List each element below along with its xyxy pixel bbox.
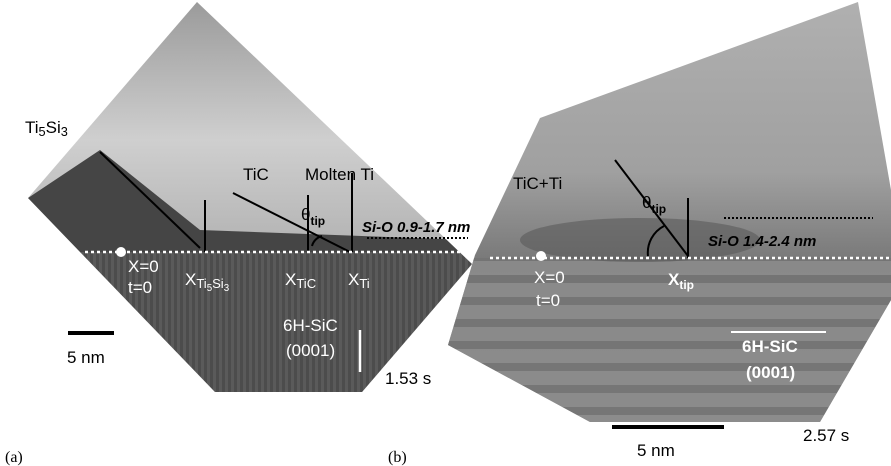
time-label: 2.57 s bbox=[803, 426, 849, 445]
position-label: XTiC bbox=[285, 270, 316, 291]
position-sub: TiC bbox=[296, 276, 316, 291]
text-part: 5 bbox=[39, 124, 46, 139]
position-sub: Ti bbox=[359, 276, 369, 291]
phase-label: Ti5Si3 bbox=[25, 118, 68, 139]
position-main: X bbox=[668, 270, 680, 289]
plane-label: (0001) bbox=[746, 363, 795, 382]
phase-label: TiC bbox=[243, 165, 269, 184]
panel-label: (a) bbox=[5, 449, 23, 466]
text-part: 5 bbox=[207, 283, 213, 294]
origin-dot bbox=[116, 247, 126, 257]
interface-lines bbox=[85, 250, 891, 372]
text-part: Ti bbox=[25, 118, 39, 137]
angle-label: θtip bbox=[642, 193, 666, 216]
text-part: 3 bbox=[61, 124, 68, 139]
origin-t: t=0 bbox=[536, 291, 560, 310]
text-part: Si bbox=[212, 276, 224, 291]
oxide-label: Si-O 0.9-1.7 nm bbox=[362, 219, 470, 236]
panel-label: (b) bbox=[388, 449, 407, 466]
position-main: X bbox=[285, 270, 296, 289]
position-label: XTi5Si3 bbox=[185, 270, 229, 294]
angle-symbol: θ bbox=[642, 193, 651, 212]
text-part: Si bbox=[46, 118, 61, 137]
time-label: 1.53 s bbox=[385, 369, 431, 388]
origin-x: X=0 bbox=[128, 257, 159, 276]
angle-symbol: θ bbox=[301, 205, 310, 224]
substrate-label: 6H-SiC bbox=[283, 316, 338, 335]
text-part: 3 bbox=[224, 283, 229, 294]
origin-x: X=0 bbox=[534, 268, 565, 287]
panel-a-image bbox=[28, 2, 472, 392]
scale-label: 5 nm bbox=[67, 348, 105, 367]
oxide-label: Si-O 1.4-2.4 nm bbox=[708, 233, 816, 250]
angle-label: θtip bbox=[301, 205, 325, 228]
text-part: Ti bbox=[196, 276, 206, 291]
phase-label: TiC+Ti bbox=[513, 174, 562, 193]
scale-label: 5 nm bbox=[637, 441, 675, 460]
position-sub: Ti5Si3 bbox=[196, 276, 229, 294]
angle-sub: tip bbox=[651, 202, 666, 216]
position-main: X bbox=[348, 270, 359, 289]
plane-label: (0001) bbox=[286, 341, 335, 360]
phase-label: Molten Ti bbox=[305, 165, 374, 184]
position-sub: tip bbox=[679, 278, 694, 292]
origin-t: t=0 bbox=[128, 278, 152, 297]
position-label: Xtip bbox=[668, 270, 694, 292]
substrate-label: 6H-SiC bbox=[742, 337, 798, 356]
origin-dot bbox=[536, 251, 546, 261]
annotation-lines bbox=[68, 151, 873, 429]
position-main: X bbox=[185, 270, 196, 289]
angle-sub: tip bbox=[310, 214, 325, 228]
position-label: XTi bbox=[348, 270, 370, 291]
